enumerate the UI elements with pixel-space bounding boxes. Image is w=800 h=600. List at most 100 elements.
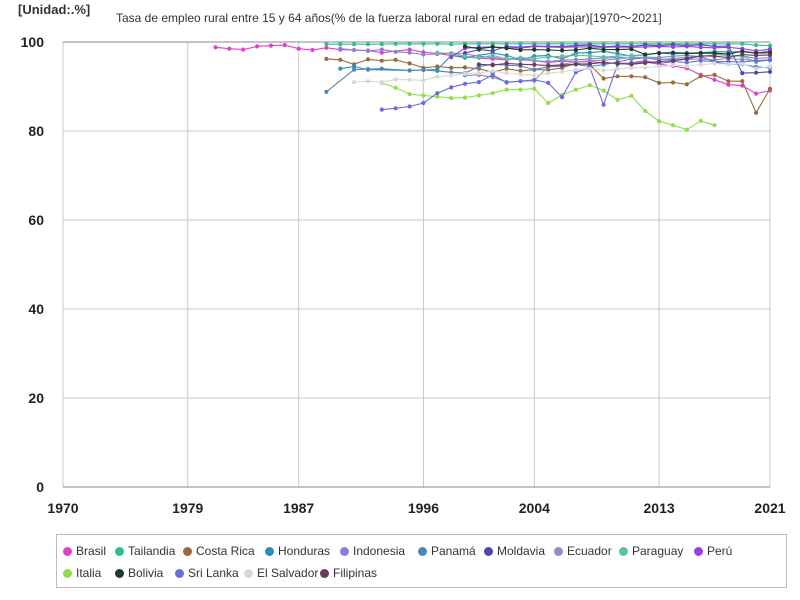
data-point [670,123,676,128]
legend-swatch [619,547,628,556]
data-point [546,47,551,53]
legend-item: El Salvador [244,566,318,580]
data-point [629,93,634,98]
legend-swatch [63,569,72,578]
data-point [629,47,634,52]
data-point [518,72,523,77]
data-point [712,123,717,128]
data-point [643,44,648,50]
data-point [740,61,745,66]
data-point [643,60,648,65]
data-point [587,61,592,66]
data-point [352,67,357,72]
data-point [546,63,551,68]
data-point [643,65,648,70]
data-point [504,87,509,92]
data-point [504,46,509,51]
y-tick-label: 60 [28,212,44,228]
legend-label: Tailandia [128,544,176,558]
legend-label: Perú [707,544,733,558]
data-point [726,79,731,84]
legend-label: Filipinas [333,566,378,580]
data-point [518,79,523,84]
data-point [421,52,426,57]
data-point [754,53,759,58]
data-point [462,54,468,59]
data-point [379,58,384,63]
data-point [726,62,731,67]
data-point [518,62,523,67]
data-point [754,66,759,71]
legend-item: Bolivia [115,566,163,580]
data-point [476,62,481,67]
data-point [490,48,495,54]
data-point [684,63,689,69]
data-point [657,80,662,85]
data-point [365,42,371,47]
data-point [670,63,676,68]
legend-item: Sri Lanka [175,566,239,580]
data-point [560,48,565,53]
data-point [504,71,509,76]
data-point [643,75,648,80]
legend-label: Paraguay [632,544,684,558]
data-point [712,51,717,56]
data-point [282,43,287,48]
data-point [532,73,537,78]
data-point [407,77,412,82]
data-point [407,50,412,55]
data-point [684,60,689,65]
data-point [573,67,579,72]
data-point [601,76,606,81]
series-layer [213,41,773,132]
legend-swatch [244,569,253,578]
legend-item: Tailandia [115,544,175,558]
series-line [340,50,771,72]
data-point [740,71,745,76]
data-point [365,79,371,84]
data-point [532,56,537,61]
data-point [643,108,648,114]
legend-item: Perú [694,544,732,558]
data-point [435,74,440,79]
x-tick-label: 1987 [283,500,314,516]
legend-item: Ecuador [554,544,612,558]
x-tick-label: 2013 [644,500,675,516]
data-point [379,47,384,52]
data-point [393,49,398,54]
data-point [449,73,454,78]
data-point [560,95,565,100]
data-point [573,87,579,92]
data-point [476,93,481,98]
legend-label: Brasil [76,544,107,558]
data-point [657,44,662,49]
data-point [504,56,509,62]
data-point [449,55,454,60]
data-point [365,57,371,62]
data-point [615,61,620,66]
legend-label: Indonesia [353,544,406,558]
chart-title: Tasa de empleo rural entre 15 y 64 años(… [116,11,662,25]
series-filipinas [476,52,773,68]
data-point [546,59,551,64]
data-point [767,58,773,63]
data-point [615,74,620,79]
y-tick-label: 20 [28,390,44,406]
data-point [518,68,523,73]
data-point [726,55,731,60]
data-point [296,46,301,51]
legend-label: Costa Rica [196,544,255,558]
legend-item: Moldavia [484,544,545,558]
data-point [379,42,384,47]
legend-label: Italia [76,566,102,580]
data-point [615,54,620,59]
data-point [379,50,384,55]
data-point [352,47,357,53]
data-point [754,70,759,75]
legend-item: Honduras [265,544,330,558]
data-point [587,66,592,71]
data-point [462,65,468,70]
data-point [657,64,662,69]
data-point [767,47,773,52]
x-tick-label: 1996 [408,500,439,516]
